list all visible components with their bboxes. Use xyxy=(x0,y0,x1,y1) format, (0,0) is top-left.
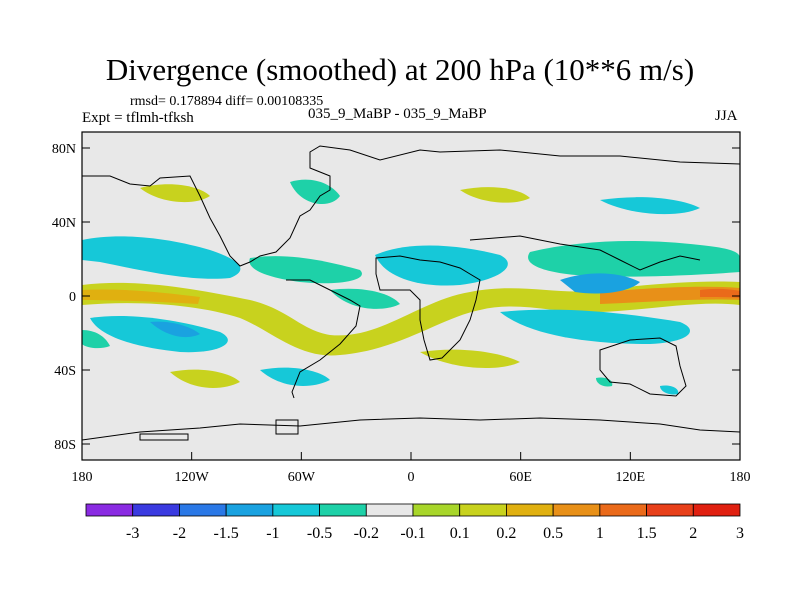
colorbar-label: 2 xyxy=(689,525,697,542)
contour-south-pacific-negative xyxy=(90,315,228,353)
coastlines xyxy=(82,145,740,441)
lon-tick-label: 180 xyxy=(72,470,93,485)
contour-brazil-negative xyxy=(330,288,400,309)
contour-asia-core xyxy=(560,273,640,294)
colorbar-label: -1 xyxy=(266,525,279,542)
asia-coast-outline xyxy=(469,235,701,271)
colorbar-label: 0.2 xyxy=(496,525,516,542)
contour-dateline-south-negative xyxy=(82,330,110,349)
contour-fill xyxy=(82,179,740,395)
colorbar-swatch xyxy=(599,503,647,517)
lon-tick-label: 120W xyxy=(175,470,210,485)
colorbar-label: 1 xyxy=(596,525,604,542)
contour-north-atlantic-negative xyxy=(249,256,362,284)
lon-tick-label: 180 xyxy=(730,470,751,485)
lon-tick-label: 120E xyxy=(616,470,646,485)
colorbar-label: -3 xyxy=(126,525,139,542)
contour-europe-positive xyxy=(460,187,530,203)
australia-outline xyxy=(599,337,687,397)
colorbar-label: 0.5 xyxy=(543,525,563,542)
colorbar-swatch xyxy=(506,503,554,517)
experiment-label: Expt = tflmh-tfksh xyxy=(82,110,194,126)
colorbar-swatch xyxy=(692,503,741,517)
colorbar-swatch xyxy=(365,503,414,517)
lat-tick-label: 40N xyxy=(52,216,76,231)
longitude-axis: 180 120W 60W 0 60E 120E 180 xyxy=(72,452,751,485)
colorbar-swatch xyxy=(319,503,367,517)
colorbar-swatch xyxy=(85,503,134,517)
lat-tick-label: 80N xyxy=(52,142,76,157)
latitude-axis: 80N 40N 0 40S 80S xyxy=(52,142,740,453)
contour-south-atlantic-negative xyxy=(260,367,330,386)
colorbar-swatch xyxy=(412,503,461,517)
contour-siberia-negative xyxy=(600,197,700,215)
contour-south-pacific-core xyxy=(150,321,200,338)
lat-tick-label: 40S xyxy=(54,364,76,379)
north-america-eurasia-outline xyxy=(82,145,740,267)
contour-north-america-negative xyxy=(290,179,340,205)
contour-west-pacific-peak xyxy=(700,288,740,298)
lat-tick-label: 80S xyxy=(54,438,76,453)
contour-south-pacific-positive xyxy=(170,369,240,388)
colorbar-swatch xyxy=(225,503,274,517)
colorbar-swatch xyxy=(646,503,694,517)
island-outline xyxy=(275,419,299,435)
contour-equatorial-positive xyxy=(82,281,740,356)
map-panel: 80N 40N 0 40S 80S 180 120W 60W 0 60E 120E 180 xyxy=(52,131,751,485)
stats-line: rmsd= 0.178894 diff= 0.00108335 xyxy=(130,94,324,109)
colorbar-swatch xyxy=(459,503,507,517)
contour-africa-negative xyxy=(375,245,508,286)
season-label: JJA xyxy=(715,108,738,124)
colorbar-label: 3 xyxy=(736,525,744,542)
colorbar-label: 0.1 xyxy=(450,525,470,542)
case-label: 035_9_MaBP - 035_9_MaBP xyxy=(308,106,487,122)
lat-tick-label: 0 xyxy=(69,290,76,305)
contour-asia-negative xyxy=(528,240,740,277)
contour-south-indian-positive xyxy=(420,349,520,368)
colorbar-label: -2 xyxy=(173,525,186,542)
ice-shelf-outline xyxy=(139,433,189,441)
africa-outline xyxy=(375,255,481,361)
plot-title: Divergence (smoothed) at 200 hPa (10**6 … xyxy=(105,52,695,87)
antarctica-outline xyxy=(82,417,740,441)
lon-tick-label: 0 xyxy=(408,470,415,485)
lon-tick-label: 60W xyxy=(288,470,316,485)
colorbar-swatch xyxy=(132,503,180,517)
colorbar-label: -0.2 xyxy=(354,525,379,542)
colorbar-label: -0.5 xyxy=(307,525,332,542)
contour-tasman-negative xyxy=(660,385,679,395)
contour-north-pacific-negative xyxy=(82,236,241,279)
contour-north-pacific-positive xyxy=(140,184,210,203)
colorbar-swatch xyxy=(179,503,227,517)
south-america-outline xyxy=(286,279,361,399)
colorbar-label: -0.1 xyxy=(400,525,425,542)
colorbar-label: -1.5 xyxy=(213,525,238,542)
lon-tick-label: 60E xyxy=(509,470,532,485)
colorbar-swatch xyxy=(552,503,601,517)
colorbar-swatch xyxy=(272,503,320,517)
contour-indian-ocean-negative xyxy=(500,309,690,344)
colorbar-label: 1.5 xyxy=(637,525,657,542)
contour-east-pacific-core xyxy=(82,289,200,304)
colorbar: -3 -2 -1.5 -1 -0.5 -0.2 -0.1 0.1 0.2 0.5 1 1.5 2 3 xyxy=(85,503,744,542)
